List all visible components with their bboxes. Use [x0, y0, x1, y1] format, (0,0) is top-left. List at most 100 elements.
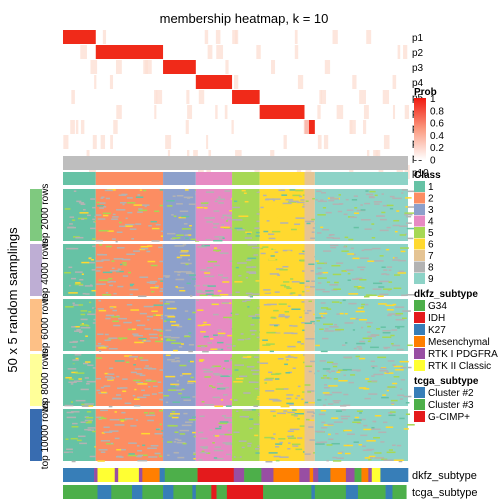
- sampling-speckle: [392, 197, 402, 200]
- prob-speckle: [225, 60, 229, 74]
- sampling-speckle: [145, 365, 149, 367]
- dkfz-legend-title: dkfz_subtype: [414, 289, 478, 300]
- row-group-label: top 6000 rows: [40, 294, 51, 357]
- sampling-speckle: [180, 250, 189, 252]
- sampling-speckle: [147, 447, 157, 450]
- sampling-speckle: [76, 439, 82, 442]
- sampling-speckle: [248, 264, 258, 266]
- sampling-speckle: [129, 356, 139, 358]
- sampling-speckle: [244, 237, 253, 239]
- sampling-speckle: [103, 431, 113, 433]
- sampling-speckle: [92, 218, 95, 221]
- sampling-speckle: [180, 254, 190, 257]
- sampling-speckle: [138, 208, 143, 210]
- sampling-speckle: [213, 223, 220, 225]
- sampling-speckle: [241, 234, 250, 237]
- sampling-speckle: [165, 338, 168, 340]
- sampling-speckle: [172, 401, 180, 403]
- sampling-speckle: [169, 321, 176, 323]
- sampling-speckle: [223, 316, 233, 319]
- sampling-speckle: [398, 270, 405, 273]
- sampling-speckle: [356, 342, 366, 345]
- sampling-speckle: [133, 250, 140, 252]
- sampling-speckle: [227, 218, 232, 221]
- sampling-speckle: [218, 196, 221, 198]
- sampling-speckle: [124, 223, 135, 226]
- sampling-speckle: [232, 206, 240, 209]
- sampling-speckle: [344, 312, 348, 315]
- sampling-speckle: [369, 190, 376, 193]
- sampling-speckle: [363, 428, 372, 431]
- sampling-speckle: [368, 455, 376, 458]
- sampling-speckle: [270, 255, 275, 257]
- track-segment: [138, 468, 143, 482]
- track-segment: [63, 468, 95, 482]
- sampling-speckle: [359, 412, 362, 414]
- sampling-speckle: [336, 262, 344, 264]
- sampling-speckle: [247, 306, 250, 308]
- sampling-speckle: [154, 285, 160, 287]
- sampling-speckle: [246, 366, 255, 368]
- sampling-speckle: [165, 329, 172, 332]
- sampling-speckle: [140, 359, 149, 362]
- sampling-speckle: [389, 207, 394, 210]
- sampling-speckle: [271, 331, 281, 334]
- sampling-speckle: [278, 314, 285, 316]
- sampling-speckle: [224, 293, 234, 296]
- sampling-speckle: [403, 395, 412, 398]
- sampling-speckle: [144, 205, 147, 208]
- prob-block-p2: [95, 45, 164, 59]
- sampling-speckle: [163, 336, 171, 338]
- sampling-speckle: [287, 411, 295, 414]
- sampling-heatmap: [63, 189, 417, 463]
- sampling-speckle: [298, 294, 302, 296]
- sampling-speckle: [199, 415, 205, 418]
- sampling-speckle: [250, 421, 255, 423]
- sampling-speckle: [139, 357, 143, 359]
- sampling-speckle: [115, 394, 121, 396]
- sampling-speckle: [117, 285, 124, 288]
- sampling-speckle: [185, 262, 192, 265]
- sampling-speckle: [100, 451, 106, 453]
- sampling-speckle: [84, 428, 92, 431]
- sampling-speckle: [196, 299, 199, 301]
- sampling-speckle: [113, 280, 116, 283]
- sampling-speckle: [283, 281, 290, 283]
- sampling-speckle: [276, 331, 285, 333]
- sampling-speckle: [282, 202, 292, 205]
- sampling-speckle: [230, 228, 234, 230]
- sampling-speckle: [316, 190, 322, 193]
- sampling-speckle: [336, 371, 341, 374]
- sampling-speckle: [96, 345, 105, 347]
- sampling-speckle: [158, 334, 163, 337]
- sampling-speckle: [334, 329, 341, 332]
- sampling-speckle: [78, 378, 82, 380]
- class-block-1: [63, 354, 96, 406]
- sampling-speckle: [372, 288, 382, 290]
- sampling-speckle: [171, 214, 174, 216]
- sampling-speckle: [273, 309, 279, 312]
- class-legend-swatch: [414, 215, 425, 227]
- sampling-speckle: [181, 424, 192, 427]
- sampling-speckle: [291, 281, 300, 283]
- sampling-speckle: [139, 381, 144, 384]
- prob-block-p3: [163, 60, 196, 74]
- sampling-speckle: [175, 384, 179, 387]
- sampling-speckle: [250, 324, 255, 326]
- sampling-speckle: [251, 340, 260, 342]
- sampling-speckle: [237, 338, 245, 341]
- class-block-5: [232, 244, 260, 296]
- sampling-speckle: [226, 453, 232, 456]
- sampling-speckle: [358, 319, 368, 321]
- sampling-speckle: [285, 198, 294, 201]
- prob-speckle: [198, 90, 205, 104]
- sampling-speckle: [399, 417, 405, 420]
- sampling-speckle: [352, 257, 360, 260]
- sampling-speckle: [203, 207, 208, 209]
- sampling-speckle: [356, 346, 362, 348]
- sampling-speckle: [76, 328, 81, 331]
- sampling-speckle: [383, 269, 388, 271]
- sampling-speckle: [336, 313, 340, 315]
- sampling-speckle: [217, 387, 226, 390]
- sampling-speckle: [69, 216, 75, 218]
